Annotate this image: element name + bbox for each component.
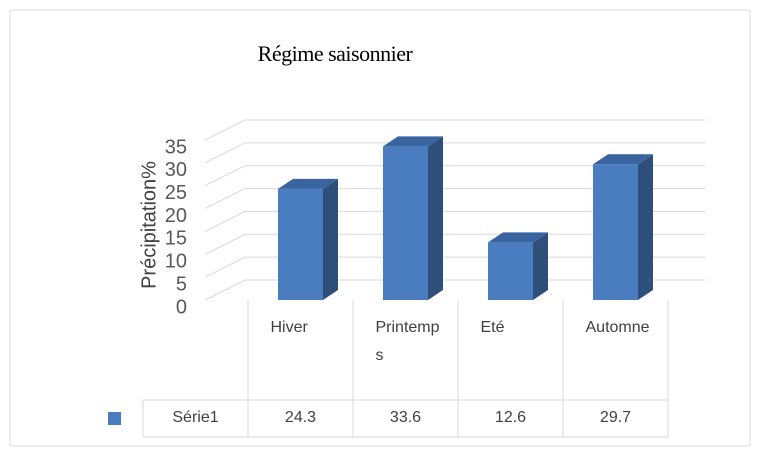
bar-side [428, 136, 443, 300]
x-tick-label-text: Printemps [375, 319, 440, 364]
bar-side [638, 154, 653, 300]
y-tick-label: 5 [176, 273, 187, 295]
y-tick-label: 0 [176, 296, 187, 318]
grid-line [204, 142, 705, 164]
chart-title: Régime saisonnier [258, 41, 414, 66]
bar [488, 242, 533, 300]
data-table-value-text: 29.7 [599, 409, 632, 426]
data-table-value-text: 24.3 [284, 409, 317, 426]
grid-line [204, 233, 705, 255]
data-table-value-text: 33.6 [389, 409, 422, 426]
grid-line [204, 188, 705, 210]
x-tick-label: Eté [470, 314, 563, 404]
bar [383, 146, 428, 300]
data-table-value: 29.7 [563, 409, 668, 437]
bar-top [593, 154, 653, 165]
x-tick-label: Printemps [365, 314, 458, 404]
grid-line [204, 256, 705, 278]
y-axis-label: Précipitation% [138, 161, 160, 289]
y-tick-label: 35 [165, 136, 187, 158]
series-name-text: Série1 [172, 409, 219, 426]
data-table-value: 33.6 [353, 409, 458, 437]
bar [278, 188, 323, 300]
y-tick-label: 20 [165, 205, 187, 227]
bar [593, 164, 638, 300]
x-tick-label: Automne [575, 314, 668, 404]
y-tick-label: 10 [165, 251, 187, 273]
x-tick-label: Hiver [260, 314, 353, 404]
grid-line [204, 165, 705, 187]
bar-side [533, 232, 548, 300]
grid-line [204, 279, 705, 301]
legend-key [108, 412, 121, 425]
data-table-value: 24.3 [248, 409, 353, 437]
data-table-value-text: 12.6 [494, 409, 527, 426]
bar-side [323, 178, 338, 300]
bar-top [383, 136, 443, 147]
x-tick-label-text: Hiver [270, 319, 308, 336]
bar-top [278, 178, 338, 189]
y-tick-label: 15 [165, 228, 187, 250]
x-tick-label-text: Eté [480, 319, 505, 336]
y-tick-label: 30 [165, 159, 187, 181]
series-name: Série1 [143, 409, 248, 437]
data-table-value: 12.6 [458, 409, 563, 437]
grid-line [204, 210, 705, 232]
x-tick-label-text: Automne [585, 319, 650, 336]
y-tick-label: 25 [165, 182, 187, 204]
grid-line [204, 119, 705, 141]
bar-top [488, 232, 548, 243]
